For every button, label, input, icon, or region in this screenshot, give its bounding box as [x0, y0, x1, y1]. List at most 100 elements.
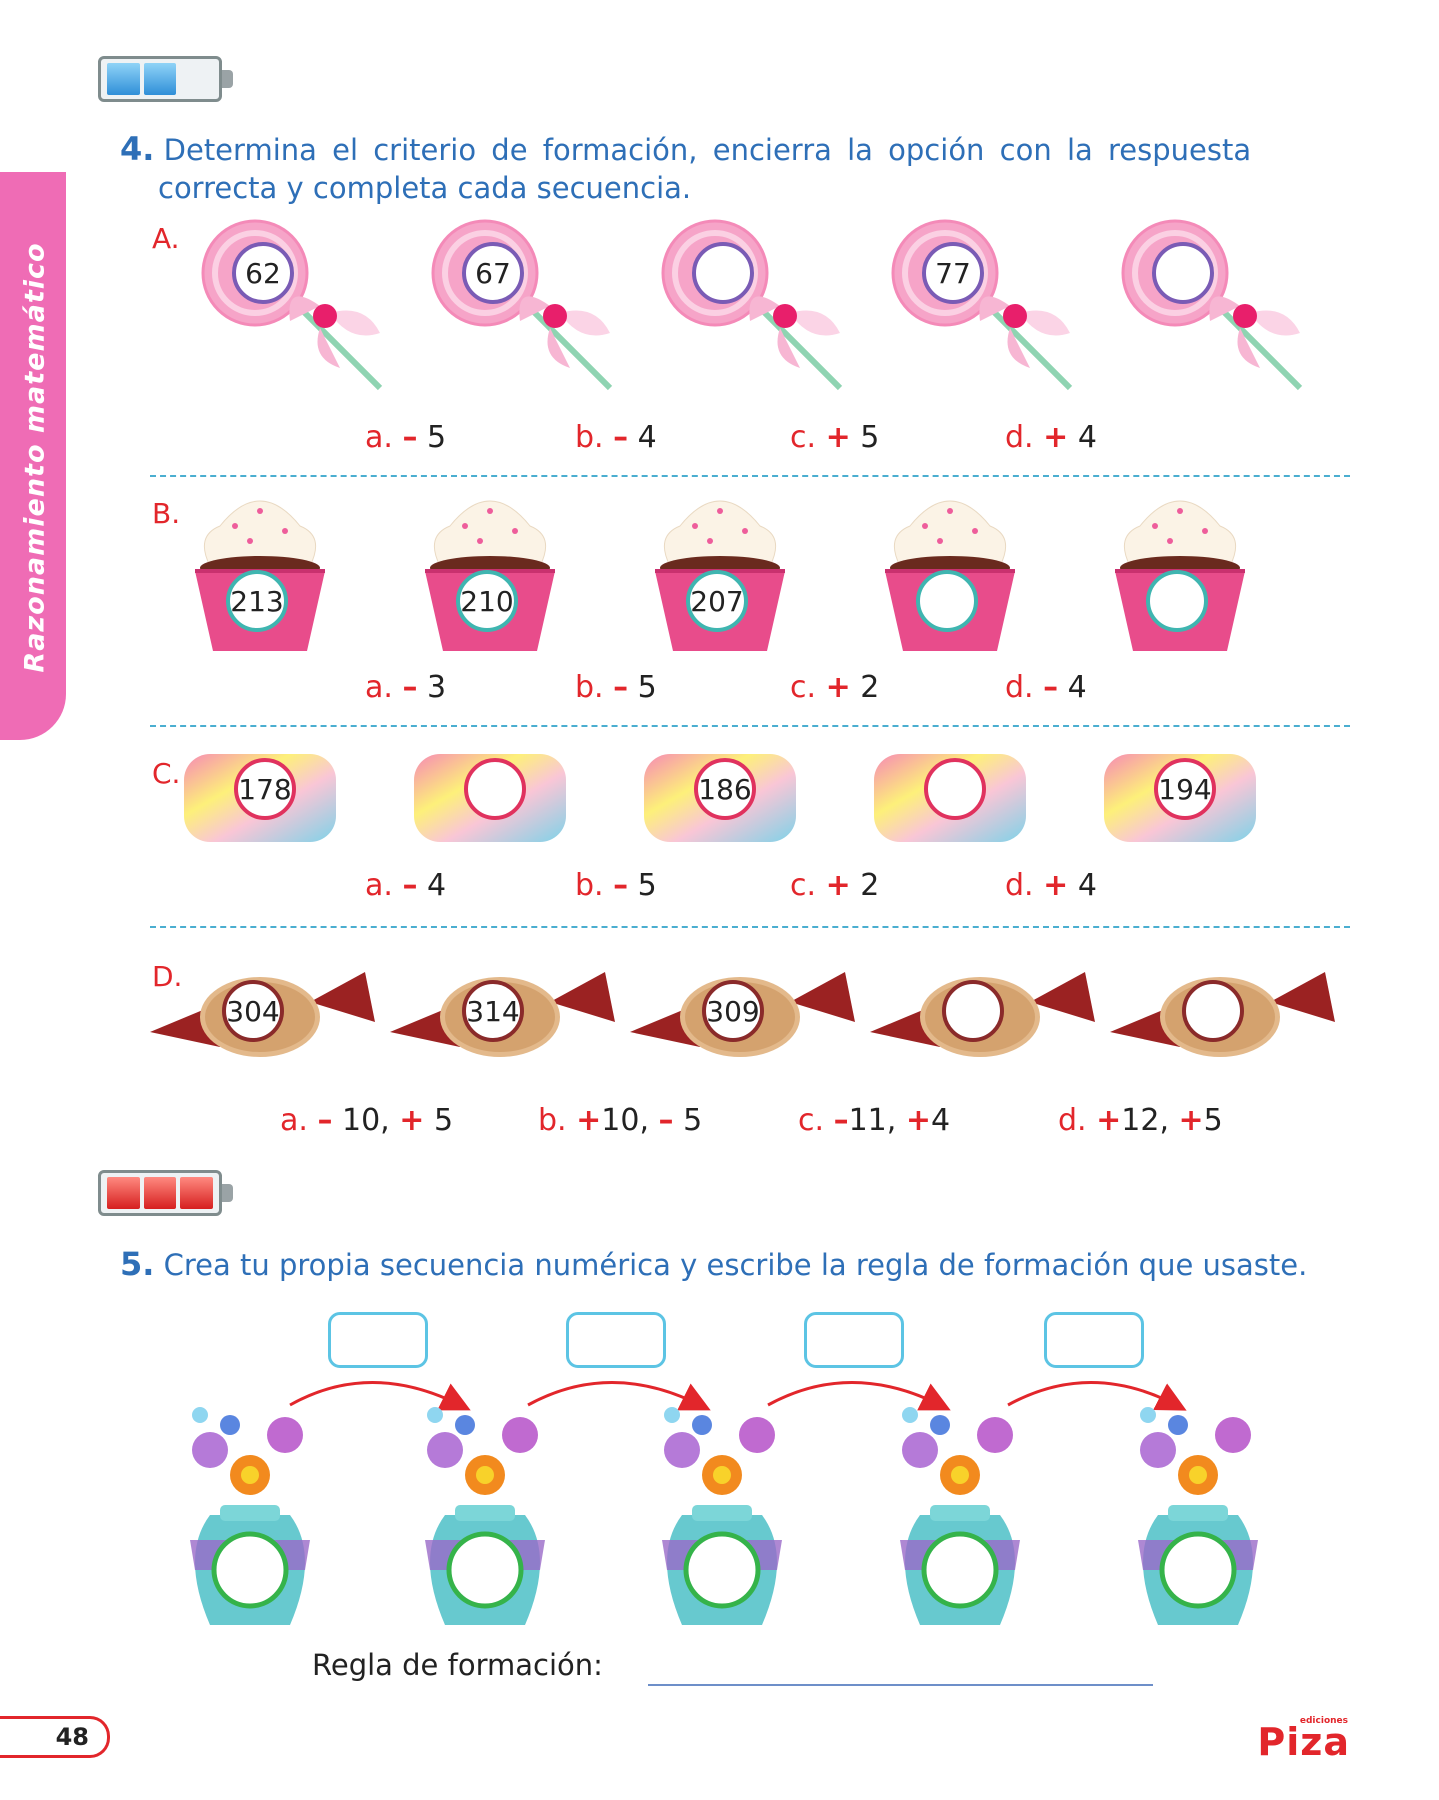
- sequence-number-circle[interactable]: [916, 570, 978, 632]
- sequence-number-circle[interactable]: 304: [222, 980, 284, 1042]
- answer-option[interactable]: b. +10, – 5: [538, 1103, 702, 1138]
- answer-option[interactable]: d. +12, +5: [1058, 1103, 1223, 1138]
- sequence-number-circle[interactable]: 67: [462, 242, 524, 304]
- sequence-number-circle[interactable]: [1152, 242, 1214, 304]
- sequence-number-circle[interactable]: 207: [686, 570, 748, 632]
- rule-answer-box[interactable]: [328, 1312, 428, 1368]
- answer-option[interactable]: b. – 4: [575, 420, 657, 455]
- option-sign: +: [576, 1103, 602, 1138]
- sequence-number-circle[interactable]: 77: [922, 242, 984, 304]
- lollipop-image: [660, 218, 850, 398]
- section-b-letter: B.: [152, 497, 181, 530]
- answer-option[interactable]: a. – 10, + 5: [280, 1103, 453, 1138]
- flower-vase-image: [415, 1400, 555, 1640]
- option-sign: +: [1043, 868, 1069, 903]
- answer-option[interactable]: b. – 5: [575, 868, 657, 903]
- difficulty-battery-icon: [98, 56, 233, 102]
- section-a-letter: A.: [152, 222, 180, 255]
- option-sign: –: [402, 420, 418, 455]
- sequence-number-circle[interactable]: 178: [234, 758, 296, 820]
- rule-label: Regla de formación:: [312, 1648, 603, 1682]
- answer-option[interactable]: d. + 4: [1005, 420, 1097, 455]
- answer-option[interactable]: d. – 4: [1005, 670, 1087, 705]
- option-letter: b.: [575, 868, 604, 903]
- option-sign: –: [402, 670, 418, 705]
- question-5-number: 5.: [120, 1245, 155, 1283]
- lollipop-image: [890, 218, 1080, 398]
- section-divider: [150, 475, 1350, 477]
- answer-option[interactable]: d. + 4: [1005, 868, 1097, 903]
- option-sign: +: [1178, 1103, 1204, 1138]
- option-value: 4: [1068, 420, 1097, 455]
- vase-number-circle[interactable]: [686, 1534, 758, 1606]
- answer-option[interactable]: c. + 5: [790, 420, 879, 455]
- option-sign: –: [613, 868, 629, 903]
- option-sign: +: [1096, 1103, 1122, 1138]
- question-4-text-line2: correcta y completa cada secuencia.: [158, 171, 692, 205]
- flower-vase-image: [1128, 1400, 1268, 1640]
- option-sign: +: [905, 1103, 931, 1138]
- flower-vase-image: [180, 1400, 320, 1640]
- answer-option[interactable]: b. – 5: [575, 670, 657, 705]
- option-value: 5: [424, 1103, 454, 1138]
- sequence-number-circle[interactable]: 309: [702, 980, 764, 1042]
- option-value: 5: [1203, 1103, 1223, 1138]
- option-letter: a.: [365, 420, 393, 455]
- sequence-number-circle[interactable]: 210: [456, 570, 518, 632]
- option-value: 11,: [848, 1103, 906, 1138]
- option-letter: d.: [1005, 670, 1034, 705]
- sequence-number-circle[interactable]: 62: [232, 242, 294, 304]
- option-value: 4: [1058, 670, 1087, 705]
- option-sign: +: [825, 868, 851, 903]
- section-divider: [150, 725, 1350, 727]
- sequence-number-circle[interactable]: [942, 980, 1004, 1042]
- option-letter: b.: [575, 420, 604, 455]
- sequence-number-circle[interactable]: [924, 758, 986, 820]
- vase-number-circle[interactable]: [924, 1534, 996, 1606]
- rule-answer-box[interactable]: [566, 1312, 666, 1368]
- lollipop-image: [1120, 218, 1310, 398]
- answer-option[interactable]: a. – 3: [365, 670, 446, 705]
- option-sign: +: [399, 1103, 425, 1138]
- option-letter: b.: [575, 670, 604, 705]
- question-5-prompt: 5. Crea tu propia secuencia numérica y e…: [120, 1245, 1380, 1284]
- sequence-number-circle[interactable]: 314: [462, 980, 524, 1042]
- logo-small-text: ediciones: [1299, 1716, 1348, 1726]
- logo-main-text: Piza: [1257, 1720, 1350, 1764]
- option-value: 4: [1068, 868, 1097, 903]
- option-sign: +: [1043, 420, 1069, 455]
- sequence-number-circle[interactable]: [692, 242, 754, 304]
- rule-answer-line[interactable]: [648, 1684, 1153, 1686]
- vase-number-circle[interactable]: [1162, 1534, 1234, 1606]
- rule-answer-box[interactable]: [804, 1312, 904, 1368]
- option-value: 2: [850, 868, 880, 903]
- question-4-text-line1: Determina el criterio de formación, enci…: [163, 133, 1252, 167]
- question-4-number: 4.: [120, 130, 155, 168]
- sequence-number-circle[interactable]: [1146, 570, 1208, 632]
- sequence-number-circle[interactable]: 213: [226, 570, 288, 632]
- sequence-number-circle[interactable]: [1182, 980, 1244, 1042]
- flower-vase-image: [890, 1400, 1030, 1640]
- sequence-number-circle[interactable]: [464, 758, 526, 820]
- option-sign: –: [402, 868, 418, 903]
- lollipop-image: [200, 218, 390, 398]
- option-sign: –: [658, 1103, 674, 1138]
- publisher-logo: ediciones Piza: [1250, 1716, 1350, 1764]
- section-divider: [150, 926, 1350, 928]
- rule-answer-box[interactable]: [1044, 1312, 1144, 1368]
- answer-option[interactable]: a. – 4: [365, 868, 446, 903]
- answer-option[interactable]: c. + 2: [790, 868, 879, 903]
- option-sign: –: [613, 420, 629, 455]
- sequence-number-circle[interactable]: 186: [694, 758, 756, 820]
- option-sign: +: [825, 670, 851, 705]
- option-letter: b.: [538, 1103, 567, 1138]
- option-value: 5: [417, 420, 447, 455]
- answer-option[interactable]: c. + 2: [790, 670, 879, 705]
- vase-number-circle[interactable]: [214, 1534, 286, 1606]
- answer-option[interactable]: a. – 5: [365, 420, 446, 455]
- answer-option[interactable]: c. –11, +4: [798, 1103, 950, 1138]
- section-c-letter: C.: [152, 757, 181, 790]
- sequence-number-circle[interactable]: 194: [1154, 758, 1216, 820]
- option-value: 3: [417, 670, 447, 705]
- vase-number-circle[interactable]: [449, 1534, 521, 1606]
